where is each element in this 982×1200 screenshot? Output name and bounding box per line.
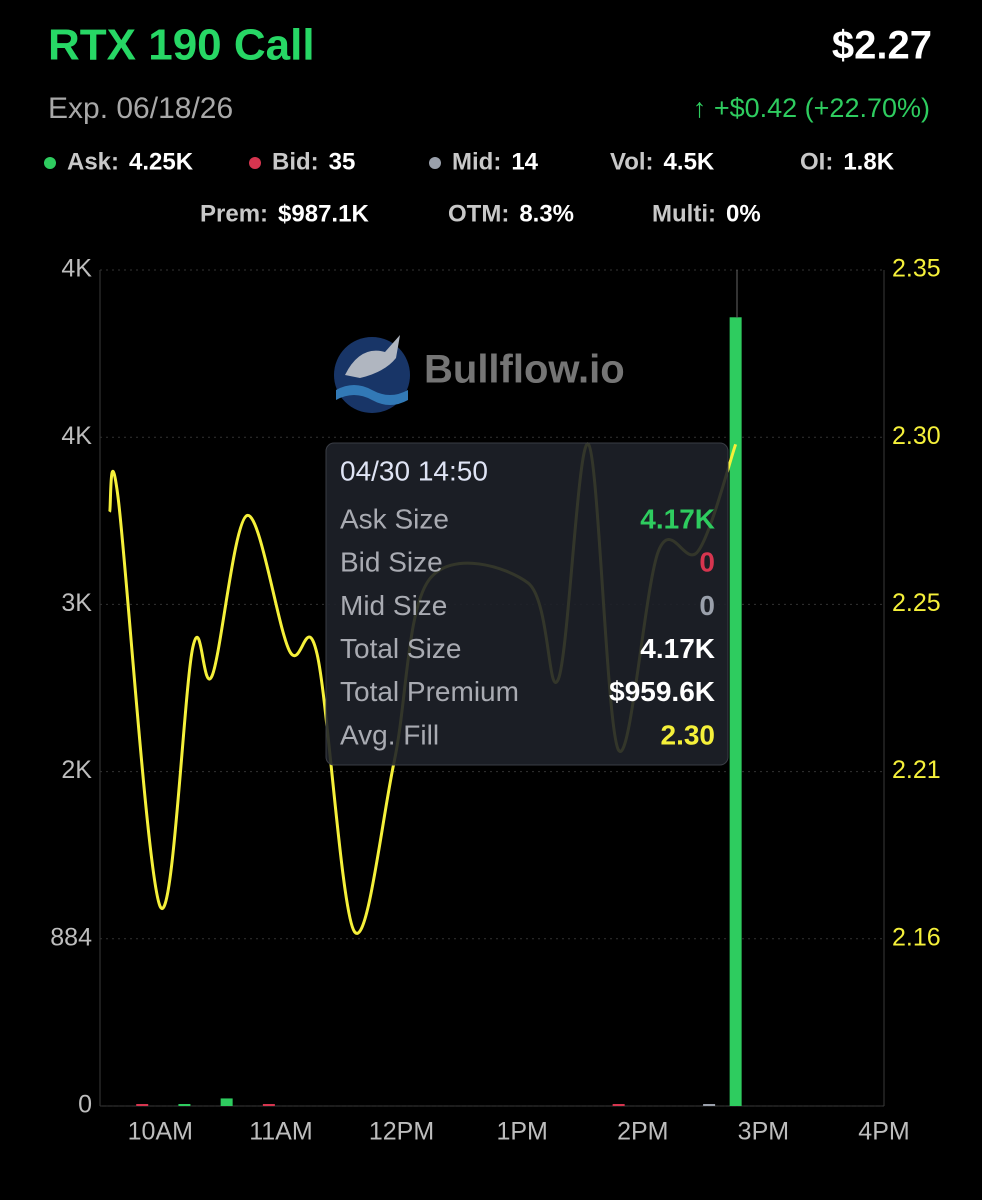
logo-bull	[345, 335, 400, 378]
stats: Ask: 4.25K Bid: 35 Mid: 14 Vol: 4.5K OI: 1.8K Prem…	[44, 148, 895, 227]
volume-bar	[178, 1104, 191, 1106]
x-tick-label: 1PM	[496, 1118, 547, 1146]
x-tick-label: 11AM	[249, 1118, 312, 1146]
y-tick-label: 884	[50, 923, 92, 951]
tooltip-label: Bid Size	[340, 547, 443, 578]
x-tick-label: 4PM	[858, 1118, 909, 1146]
x-tick-label: 2PM	[617, 1118, 668, 1146]
stat-label: Bid:	[272, 148, 319, 175]
stat-label: Multi:	[652, 200, 716, 227]
tooltip-value: 4.17K	[640, 503, 715, 534]
stat-value: 8.3%	[519, 200, 574, 227]
y2-tick-label: 2.35	[892, 255, 941, 283]
tooltip-label: Total Size	[340, 633, 461, 664]
watermark-text: Bullflow.io	[424, 348, 625, 392]
x-tick-label: 10AM	[128, 1118, 193, 1146]
stat-value: 4.25K	[129, 148, 194, 175]
tooltip-value: 0	[699, 590, 715, 621]
legend-dot	[44, 157, 56, 169]
y2-tick-label: 2.30	[892, 422, 941, 450]
stat-label: Vol:	[610, 148, 654, 175]
watermark: Bullflow.io	[334, 335, 625, 413]
y-tick-label: 2K	[61, 756, 92, 784]
expiry: Exp. 06/18/26	[48, 92, 233, 125]
legend-dot	[429, 157, 441, 169]
stat-label: OI:	[800, 148, 833, 175]
stat-label: Mid:	[452, 148, 501, 175]
x-tick-label: 3PM	[738, 1118, 789, 1146]
volume-bar	[262, 1104, 275, 1106]
stat-value: $987.1K	[278, 200, 369, 227]
logo-wave	[336, 385, 408, 405]
tooltip-label: Mid Size	[340, 590, 447, 621]
change: ↑ +$0.42 (+22.70%)	[693, 93, 930, 123]
tooltip-value: 2.30	[661, 719, 716, 750]
y-tick-label: 0	[78, 1091, 92, 1119]
y-tick-label: 3K	[61, 589, 92, 617]
volume-bar	[136, 1104, 149, 1106]
stat-label: OTM:	[448, 200, 509, 227]
tooltip-box	[325, 442, 729, 766]
tooltip-value: 4.17K	[640, 633, 715, 664]
title: RTX 190 Call	[48, 21, 315, 70]
stat-label: Ask:	[67, 148, 119, 175]
tooltip-label: Avg. Fill	[340, 719, 439, 750]
stat-value: 14	[511, 148, 538, 175]
y-tick-label: 4K	[61, 255, 92, 283]
stat-value: 0%	[726, 200, 761, 227]
legend-dot	[249, 157, 261, 169]
tooltip-label: Ask Size	[340, 503, 449, 534]
stat-label: Prem:	[200, 200, 268, 227]
y2-tick-label: 2.16	[892, 923, 941, 951]
volume-bar	[220, 1098, 233, 1106]
tooltip: 04/30 14:50 Ask Size 4.17K Bid Size 0 Mid Si…	[325, 442, 729, 766]
stat-value: 4.5K	[664, 148, 715, 175]
volume-bar	[703, 1104, 716, 1106]
volume-bar	[612, 1104, 625, 1106]
y-tick-label: 4K	[61, 422, 92, 450]
x-tick-label: 12PM	[369, 1118, 434, 1146]
tooltip-value: 0	[699, 547, 715, 578]
price: $2.27	[832, 24, 932, 68]
y2-tick-label: 2.25	[892, 589, 941, 617]
y2-tick-label: 2.21	[892, 756, 941, 784]
stat-value: 1.8K	[843, 148, 894, 175]
tooltip-value: $959.6K	[609, 676, 715, 707]
stat-value: 35	[329, 148, 356, 175]
volume-bar	[729, 317, 742, 1107]
tooltip-label: Total Premium	[340, 676, 519, 707]
tooltip-title: 04/30 14:50	[340, 455, 488, 486]
